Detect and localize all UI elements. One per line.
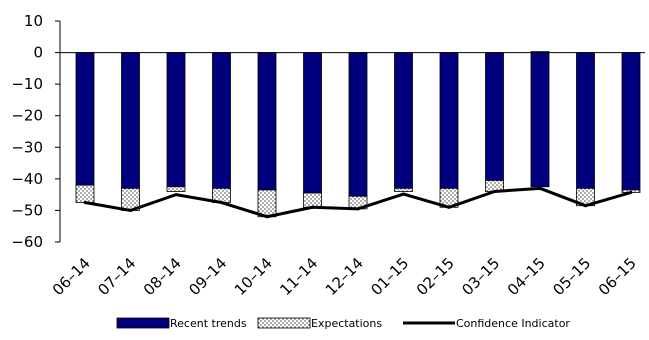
bar-recent-trends (212, 52, 231, 189)
bar-recent-trends (166, 52, 186, 188)
point-confidence-indicator (129, 208, 132, 212)
bar-recent-trends (121, 52, 140, 189)
x-tick-label: 09–14 (185, 254, 230, 299)
y-tick-label: −40 (11, 170, 43, 188)
x-tick-label: 06–15 (595, 254, 640, 299)
bar-recent-trends (303, 52, 322, 194)
point-confidence-indicator (356, 207, 360, 211)
y-tick-label: −60 (11, 233, 43, 251)
bar-recent-trends (621, 52, 641, 191)
y-tick-label: −10 (11, 75, 43, 93)
bar-expectations (257, 189, 277, 218)
confidence-line (83, 186, 633, 219)
point-confidence-indicator (174, 193, 178, 197)
legend-label-recent-trends: Recent trends (170, 317, 247, 330)
bar-recent-trends (257, 52, 277, 191)
x-tick-label: 01–15 (367, 254, 412, 299)
point-confidence-indicator (447, 205, 451, 209)
x-tick-label: 12–14 (322, 254, 367, 299)
x-tick-label: 02–15 (413, 254, 458, 299)
bar-recent-trends (485, 52, 504, 181)
x-tick-label: 06–14 (49, 254, 94, 299)
y-tick-label: −30 (11, 138, 43, 156)
point-confidence-indicator (220, 201, 223, 205)
point-confidence-indicator (265, 215, 269, 219)
x-tick-label: 03–15 (458, 254, 503, 299)
point-confidence-indicator (311, 205, 314, 209)
bar-recent-trends (75, 52, 95, 186)
point-confidence-indicator (538, 186, 542, 190)
x-tick-label: 11–14 (276, 254, 321, 299)
y-tick-label: 10 (24, 12, 43, 30)
legend-label-confidence-indicator: Confidence Indicator (456, 317, 570, 330)
legend-swatch-expectations (257, 317, 311, 329)
y-tick-label: −20 (11, 107, 43, 125)
bar-recent-trends (348, 52, 368, 197)
bar-recent-trends (576, 52, 595, 189)
bar-expectations (75, 184, 95, 203)
bar-expectations (303, 192, 322, 208)
bar-expectations (166, 186, 186, 192)
y-tick-label: −50 (11, 201, 43, 219)
x-tick-label: 07–14 (94, 254, 139, 299)
point-confidence-indicator (584, 204, 587, 208)
y-axis: 10 0 −10 −20 −30 −40 −50 −60 (11, 12, 61, 251)
bar-recent-trends (439, 52, 459, 189)
point-confidence-indicator (493, 189, 496, 193)
bars (75, 51, 641, 218)
legend: Recent trends Expectations Confidence In… (116, 317, 570, 330)
bar-recent-trends (394, 52, 413, 189)
point-confidence-indicator (83, 201, 87, 205)
x-tick-label: 04–15 (504, 254, 549, 299)
y-tick-label: 0 (33, 44, 43, 62)
x-tick-label: 05–15 (549, 254, 594, 299)
x-tick-label: 10–14 (231, 254, 276, 299)
legend-label-expectations: Expectations (311, 317, 382, 330)
legend-swatch-recent-trends (116, 317, 170, 329)
x-tick-label: 08–14 (140, 254, 185, 299)
bar-expectations (394, 187, 413, 192)
bar-recent-trends (530, 51, 550, 188)
point-confidence-indicator (402, 192, 405, 196)
point-confidence-indicator (629, 190, 633, 194)
